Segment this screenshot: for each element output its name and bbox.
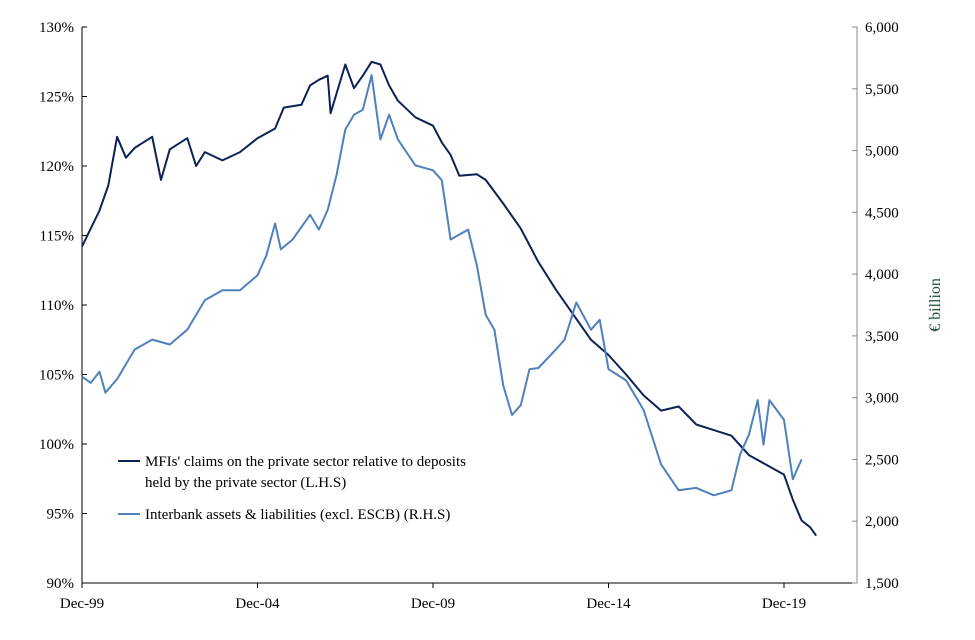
- series-line-1: [81, 60, 818, 537]
- left-tick-label: 110%: [40, 298, 74, 314]
- right-tick-label: 3,500: [865, 329, 899, 345]
- left-tick-label: 105%: [39, 368, 74, 384]
- right-tick-label: 5,000: [865, 144, 899, 160]
- left-tick-label: 95%: [47, 507, 75, 523]
- right-tick-label: 6,000: [865, 20, 899, 36]
- x-tick-label: Dec-14: [586, 596, 631, 612]
- x-tick-label: Dec-19: [762, 596, 806, 612]
- right-tick-label: 3,000: [865, 391, 899, 407]
- legend-label-1: MFIs' claims on the private sector relat…: [145, 454, 466, 470]
- left-tick-label: 90%: [47, 576, 75, 592]
- x-tick-label: Dec-99: [60, 596, 104, 612]
- right-tick-label: 4,000: [865, 267, 899, 283]
- legend: MFIs' claims on the private sector relat…: [118, 454, 466, 523]
- series-line-2: [81, 74, 803, 497]
- legend-label-2: Interbank assets & liabilities (excl. ES…: [145, 507, 450, 523]
- left-tick-label: 120%: [39, 159, 74, 175]
- legend-label-1: held by the private sector (L.H.S): [145, 475, 346, 491]
- left-tick-label: 130%: [39, 20, 74, 36]
- right-tick-label: 4,500: [865, 205, 899, 221]
- x-tick-label: Dec-09: [411, 596, 455, 612]
- right-tick-label: 2,500: [865, 452, 899, 468]
- right-tick-label: 5,500: [865, 82, 899, 98]
- left-tick-label: 115%: [40, 229, 74, 245]
- axes: 90% 95% 100% 105% 110% 115% 120% 125% 130% 1,500 2…: [39, 20, 899, 612]
- x-tick-label: Dec-04: [235, 596, 280, 612]
- left-tick-label: 100%: [39, 437, 74, 453]
- left-tick-label: 125%: [39, 90, 74, 106]
- right-axis-label: € billion: [927, 278, 944, 332]
- series-lines: [81, 60, 818, 537]
- right-tick-label: 2,000: [865, 514, 899, 530]
- right-tick-label: 1,500: [865, 576, 899, 592]
